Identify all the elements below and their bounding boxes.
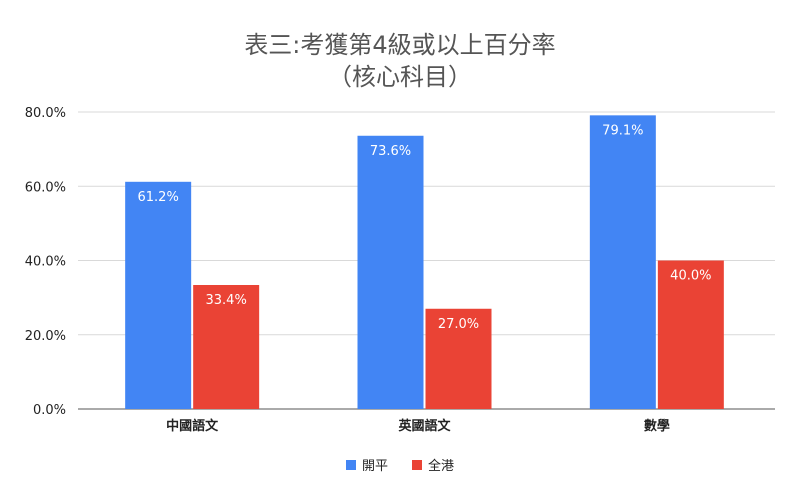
- y-tick-label: 60.0%: [25, 180, 66, 195]
- legend-swatch-series-2: [412, 459, 422, 470]
- legend: 開平 全港: [0, 455, 800, 474]
- bar: [425, 308, 492, 409]
- y-tick-label: 80.0%: [25, 106, 66, 121]
- y-tick-label: 0.0%: [33, 403, 66, 418]
- legend-item-series-2: 全港: [412, 455, 454, 474]
- x-tick-label: 英國語文: [397, 418, 451, 434]
- chart-title: 表三:考獲第4級或以上百分率: [244, 31, 556, 59]
- data-label: 79.1%: [602, 123, 643, 138]
- bar: [193, 285, 260, 409]
- bar: [125, 181, 192, 409]
- x-tick-label: 中國語文: [166, 418, 219, 434]
- x-tick-label: 數學: [644, 418, 670, 434]
- y-tick-label: 20.0%: [25, 329, 66, 344]
- data-label: 73.6%: [370, 144, 411, 159]
- legend-label-series-1: 開平: [361, 459, 388, 474]
- legend-item-series-1: 開平: [345, 455, 388, 474]
- legend-swatch-series-1: [345, 459, 356, 470]
- bar: [589, 115, 656, 409]
- bar: [357, 135, 424, 409]
- data-label: 61.2%: [138, 190, 179, 205]
- legend-label-series-2: 全港: [428, 459, 455, 474]
- bar: [657, 260, 724, 409]
- data-label: 40.0%: [670, 269, 711, 284]
- data-label: 27.0%: [438, 317, 479, 332]
- y-tick-label: 40.0%: [25, 255, 66, 270]
- chart-subtitle: （核心科目）: [328, 63, 472, 91]
- data-label: 33.4%: [206, 293, 247, 308]
